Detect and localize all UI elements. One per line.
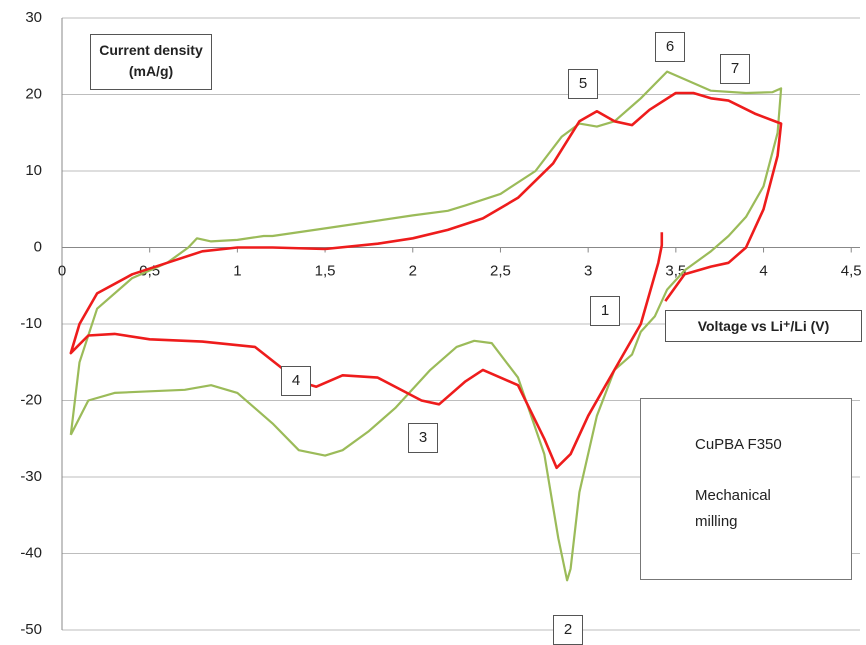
x-tick-label: 3 bbox=[584, 262, 592, 279]
y-tick-label: -50 bbox=[20, 621, 42, 636]
y-tick-label: 10 bbox=[25, 162, 42, 179]
y-tick-label: 20 bbox=[25, 85, 42, 102]
series-line bbox=[69, 91, 783, 470]
y-tick-label: 0 bbox=[34, 238, 42, 255]
annotation: 7 bbox=[720, 54, 750, 84]
legend bbox=[640, 398, 852, 580]
annotation: 1 bbox=[590, 296, 620, 326]
x-tick-label: 4,5 bbox=[841, 262, 862, 279]
legend-label: CuPBA F350 bbox=[695, 436, 782, 453]
y-tick-label: -10 bbox=[20, 315, 42, 332]
x-tick-label: 2,5 bbox=[490, 262, 511, 279]
x-tick-label: 1 bbox=[233, 262, 241, 279]
y-tick-label: -40 bbox=[20, 544, 42, 561]
y-axis-title: Current density (mA/g) bbox=[90, 34, 212, 90]
annotation: 4 bbox=[281, 366, 311, 396]
x-tick-label: 4 bbox=[759, 262, 767, 279]
y-tick-label: 30 bbox=[25, 9, 42, 26]
annotation: 6 bbox=[655, 32, 685, 62]
series-line bbox=[69, 70, 783, 582]
x-tick-label: 2 bbox=[409, 262, 417, 279]
x-tick-label: 0 bbox=[58, 262, 66, 279]
annotation: 3 bbox=[408, 423, 438, 453]
x-tick-label: 1,5 bbox=[315, 262, 336, 279]
annotation: 2 bbox=[553, 615, 583, 645]
y-tick-label: -20 bbox=[20, 391, 42, 408]
x-axis-title: Voltage vs Li⁺/Li (V) bbox=[665, 310, 862, 342]
legend-label: Mechanical milling bbox=[695, 487, 771, 530]
annotation: 5 bbox=[568, 69, 598, 99]
y-tick-label: -30 bbox=[20, 468, 42, 485]
